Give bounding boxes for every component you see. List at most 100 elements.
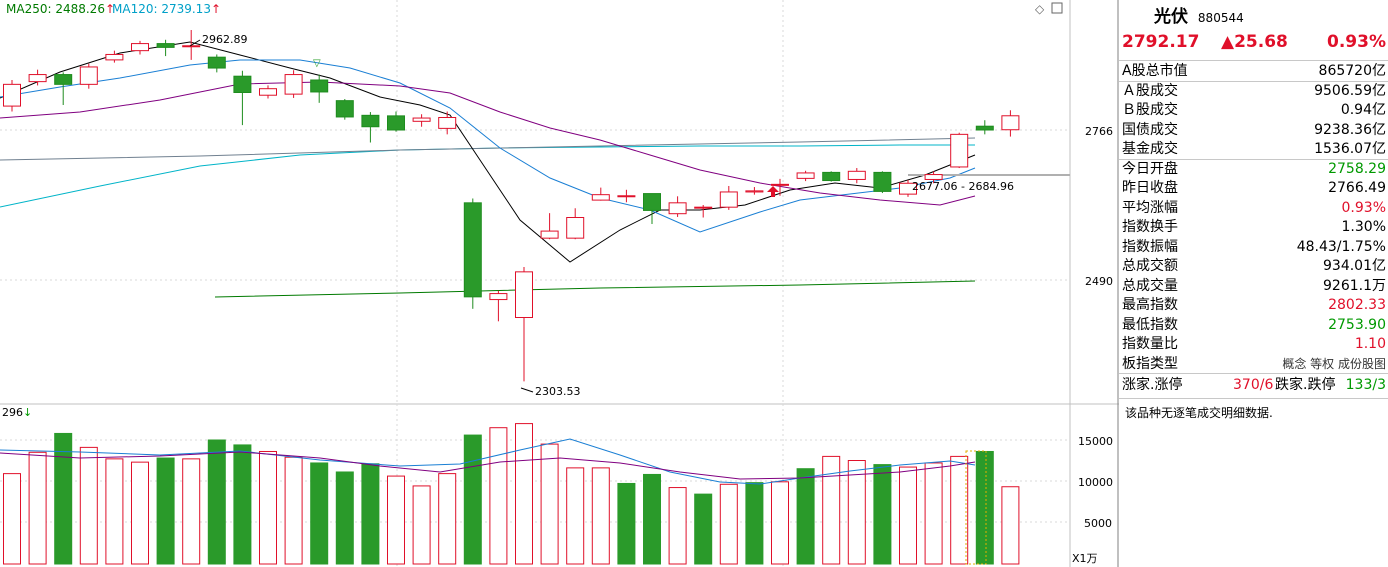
volume-bar[interactable]: [771, 481, 789, 565]
volume-bar[interactable]: [540, 443, 559, 565]
candle[interactable]: [284, 70, 303, 98]
volume-bar[interactable]: [233, 444, 252, 565]
stat-value: 2802.33: [1328, 297, 1386, 313]
volume-bar[interactable]: [28, 451, 47, 565]
volume-bar[interactable]: [284, 456, 303, 565]
volume-bar[interactable]: [54, 432, 73, 565]
candle[interactable]: [873, 171, 892, 194]
candle[interactable]: [387, 111, 405, 132]
candle[interactable]: [617, 189, 636, 203]
volume-bar[interactable]: [387, 475, 405, 565]
volume-bar[interactable]: [924, 462, 943, 565]
volume-bar[interactable]: [335, 471, 354, 565]
candle[interactable]: [643, 193, 661, 225]
volume-bar[interactable]: [259, 450, 277, 565]
candle[interactable]: [463, 198, 482, 309]
volume-bar[interactable]: [207, 439, 226, 565]
candle[interactable]: [796, 170, 815, 182]
tick-note: 该品种无逐笔成交明细数据.: [1125, 406, 1273, 420]
board-type-value[interactable]: 概念 等权 成份股图: [1282, 357, 1386, 371]
candle[interactable]: [156, 39, 175, 57]
candle[interactable]: [668, 196, 687, 217]
candle[interactable]: [54, 72, 73, 105]
volume-bar[interactable]: [79, 446, 98, 565]
stat-row: 平均涨幅 0.93%: [1122, 199, 1386, 218]
candlestick-chart[interactable]: ◇ MA250: 2488.26↑ MA120: 2739.13↑ 2962.8…: [0, 0, 1119, 567]
volume-bar[interactable]: [412, 485, 431, 565]
stat-row: 今日开盘 2758.29: [1122, 160, 1386, 179]
volume-bar[interactable]: [643, 473, 661, 565]
volume-bar[interactable]: [591, 467, 610, 565]
volume-tick-10000: 10000: [1078, 476, 1113, 489]
candle[interactable]: [105, 50, 124, 63]
volume-bar[interactable]: [975, 450, 994, 565]
candle[interactable]: [489, 290, 508, 322]
volume-bar[interactable]: [745, 482, 764, 565]
candle[interactable]: [3, 80, 21, 112]
price-tick-2490: 2490: [1085, 275, 1113, 288]
candle[interactable]: [540, 213, 559, 240]
volume-bar[interactable]: [617, 482, 636, 565]
volume-bar[interactable]: [182, 458, 201, 565]
candle[interactable]: [412, 114, 431, 127]
candle[interactable]: [566, 208, 585, 240]
candle[interactable]: [771, 178, 789, 196]
candle[interactable]: [28, 69, 47, 86]
stat-row: 总成交量 9261.1万: [1122, 277, 1386, 296]
volume-bar[interactable]: [694, 493, 713, 565]
candle[interactable]: [899, 180, 917, 197]
volume-bar[interactable]: [668, 487, 687, 565]
volume-bar[interactable]: [131, 461, 149, 565]
candle[interactable]: [924, 171, 943, 184]
candle[interactable]: [438, 111, 457, 135]
candle[interactable]: [591, 187, 610, 201]
candle[interactable]: [822, 171, 841, 182]
volume-bar[interactable]: [3, 473, 21, 565]
candle[interactable]: [847, 168, 866, 184]
candle[interactable]: [950, 132, 969, 169]
volume-bar[interactable]: [899, 466, 917, 565]
candle[interactable]: [719, 185, 738, 210]
price-change: ▲25.68: [1221, 32, 1288, 52]
volume-bar[interactable]: [489, 427, 508, 565]
stat-label: A股总市值: [1122, 63, 1188, 79]
volume-bar[interactable]: [847, 460, 866, 565]
candle[interactable]: [515, 266, 533, 382]
candle[interactable]: [975, 120, 994, 135]
volume-bar[interactable]: [515, 423, 533, 565]
diamond-icon[interactable]: ◇: [1035, 2, 1045, 16]
volume-bar[interactable]: [463, 434, 482, 565]
candle[interactable]: [207, 54, 226, 73]
volume-bar[interactable]: [310, 462, 329, 565]
board-type-row[interactable]: 板指类型 概念 等权 成份股图: [1122, 355, 1386, 374]
volume-bar[interactable]: [1001, 486, 1020, 565]
volume-bar[interactable]: [719, 483, 738, 565]
volume-bar[interactable]: [156, 457, 175, 565]
candle[interactable]: [79, 63, 98, 89]
candle[interactable]: [233, 70, 252, 126]
candle[interactable]: [694, 205, 713, 218]
volume-bar[interactable]: [873, 464, 892, 565]
stat-value: 2753.90: [1328, 316, 1386, 333]
svg-text:2303.53: 2303.53: [535, 385, 581, 398]
candle[interactable]: [310, 74, 329, 103]
volume-bar[interactable]: [950, 455, 969, 565]
candle[interactable]: [1001, 110, 1020, 137]
stat-value: 934.01亿: [1323, 258, 1386, 274]
volume-bar[interactable]: [438, 473, 457, 565]
volume-bar[interactable]: [822, 455, 841, 565]
candle[interactable]: [745, 187, 764, 195]
candle[interactable]: [131, 40, 149, 55]
volume-bar[interactable]: [361, 463, 380, 565]
window-box-icon[interactable]: [1051, 2, 1063, 14]
candle[interactable]: [361, 112, 380, 143]
volume-bar[interactable]: [566, 467, 585, 565]
candle[interactable]: [335, 99, 354, 120]
volume-bar[interactable]: [796, 468, 815, 565]
svg-text:2962.89: 2962.89: [202, 33, 248, 46]
stat-row: 总成交额 934.01亿: [1122, 257, 1386, 276]
stat-label: 平均涨幅: [1122, 199, 1178, 216]
volume-bar[interactable]: [105, 458, 124, 565]
updown-row: 涨家.涨停 370/6 跌家.跌停 133/3: [1122, 376, 1386, 395]
candle[interactable]: [259, 85, 277, 99]
